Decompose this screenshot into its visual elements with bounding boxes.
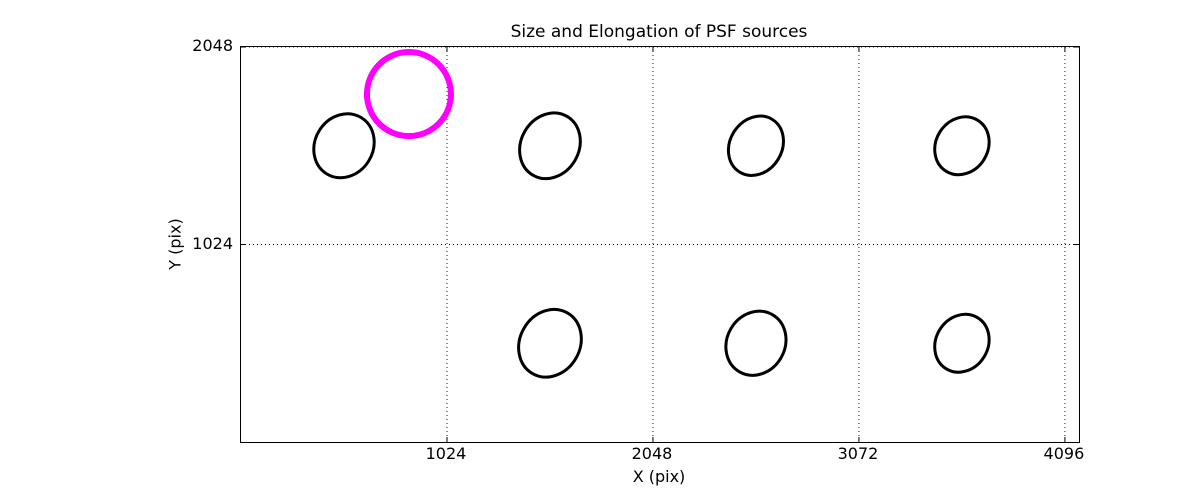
x-axis-tick-labels: 1024 2048 3072 4096 — [240, 444, 1085, 464]
y-tick-label: 1024 — [192, 233, 233, 253]
x-axis-label: X (pix) — [632, 467, 686, 486]
psf-ellipse — [726, 114, 785, 177]
x-tick-label: 1024 — [425, 444, 467, 463]
x-tick-label: 4096 — [1043, 444, 1085, 463]
psf-ellipse — [933, 115, 991, 177]
psf-ellipse — [312, 112, 376, 180]
x-tick-label: 3072 — [837, 444, 879, 463]
chart-title: Size and Elongation of PSF sources — [510, 22, 808, 42]
psf-ellipse — [933, 312, 991, 374]
plot-area — [240, 46, 1080, 443]
x-tick-label: 2048 — [631, 444, 673, 463]
psf-ellipse — [724, 309, 788, 377]
flagged-source-circle — [363, 49, 454, 140]
plot-canvas — [241, 47, 1079, 442]
psf-ellipse — [518, 111, 582, 181]
psf-ellipse — [517, 307, 583, 379]
y-axis-tick-labels: 1024 2048 — [0, 36, 233, 441]
y-tick-label: 2048 — [192, 36, 233, 55]
